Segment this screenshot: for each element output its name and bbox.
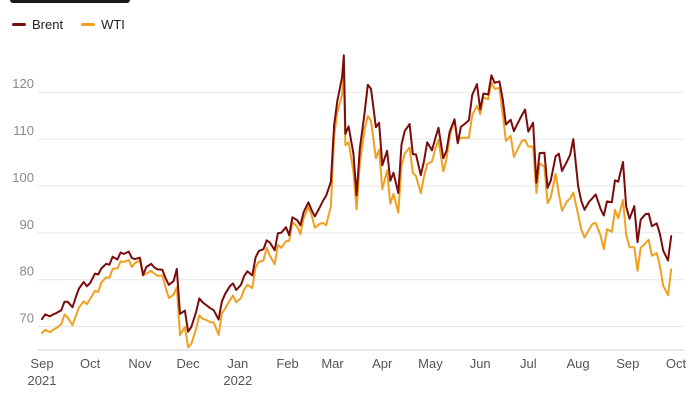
gridlines	[38, 91, 684, 351]
x-tick-year-label: 2021	[28, 373, 57, 388]
x-tick-label: Jan	[227, 356, 248, 371]
legend-item-wti: WTI	[81, 17, 125, 32]
series-line-wti	[41, 73, 673, 349]
x-tick-label: Nov	[128, 356, 152, 371]
legend-swatch-brent	[12, 23, 26, 26]
series-line-brent	[41, 54, 673, 333]
x-tick-label: May	[418, 356, 443, 371]
x-tick-label: Sep	[30, 356, 53, 371]
legend: Brent WTI	[12, 17, 125, 32]
y-tick-label: 70	[20, 311, 34, 326]
y-tick-label: 120	[12, 76, 34, 91]
x-tick-label: Sep	[616, 356, 639, 371]
x-tick-year-label: 2022	[223, 373, 252, 388]
y-axis-ticks: 70 80 90 100 110 120	[12, 76, 34, 325]
x-tick-label: Feb	[276, 356, 298, 371]
x-tick-label: Oct	[80, 356, 101, 371]
x-tick-label: Dec	[176, 356, 200, 371]
y-tick-label: 80	[20, 264, 34, 279]
x-tick-label: Aug	[567, 356, 590, 371]
y-tick-label: 110	[13, 123, 34, 138]
y-tick-label: 90	[20, 217, 34, 232]
x-tick-label: Apr	[372, 356, 393, 371]
series-lines	[41, 54, 673, 349]
legend-label-brent: Brent	[32, 17, 64, 32]
legend-swatch-wti	[81, 23, 96, 26]
clipped-title-remnant	[0, 0, 200, 6]
x-tick-label: Jul	[520, 356, 537, 371]
x-axis-ticks: Sep 2021 Oct Nov Dec Jan 2022 Feb Mar Apr May Jun Ju…	[28, 356, 687, 388]
legend-label-wti: WTI	[101, 17, 125, 32]
x-tick-label: Oct	[666, 356, 687, 371]
x-tick-label: Mar	[321, 356, 344, 371]
x-tick-label: Jun	[470, 356, 491, 371]
y-tick-label: 100	[12, 170, 34, 185]
legend-item-brent: Brent	[12, 17, 63, 32]
